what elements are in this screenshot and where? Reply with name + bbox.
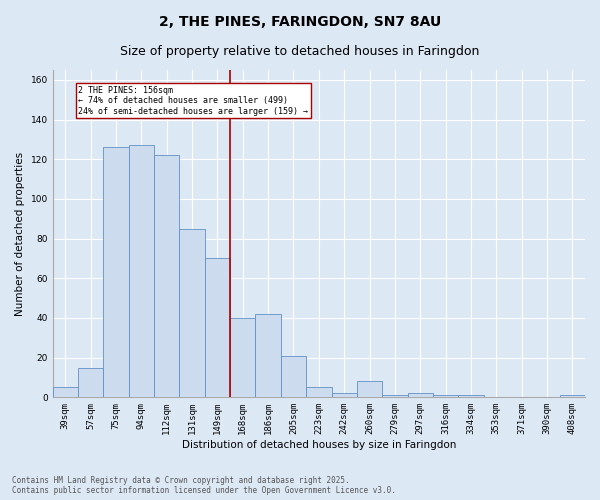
Bar [78,368,103,398]
Bar [53,388,78,398]
Bar [382,396,407,398]
Bar [129,146,154,398]
Bar [230,318,256,398]
Bar [433,396,458,398]
Bar [281,356,306,398]
Text: 2, THE PINES, FARINGDON, SN7 8AU: 2, THE PINES, FARINGDON, SN7 8AU [159,15,441,29]
Text: 2 THE PINES: 156sqm
← 74% of detached houses are smaller (499)
24% of semi-detac: 2 THE PINES: 156sqm ← 74% of detached ho… [78,86,308,116]
Bar [103,148,129,398]
Bar [332,394,357,398]
Text: Contains HM Land Registry data © Crown copyright and database right 2025.
Contai: Contains HM Land Registry data © Crown c… [12,476,396,495]
Bar [407,394,433,398]
Bar [306,388,332,398]
Y-axis label: Number of detached properties: Number of detached properties [15,152,25,316]
Bar [154,156,179,398]
Bar [179,228,205,398]
Bar [357,382,382,398]
Text: Size of property relative to detached houses in Faringdon: Size of property relative to detached ho… [121,45,479,58]
Bar [205,258,230,398]
X-axis label: Distribution of detached houses by size in Faringdon: Distribution of detached houses by size … [182,440,456,450]
Bar [560,396,585,398]
Bar [458,396,484,398]
Bar [256,314,281,398]
